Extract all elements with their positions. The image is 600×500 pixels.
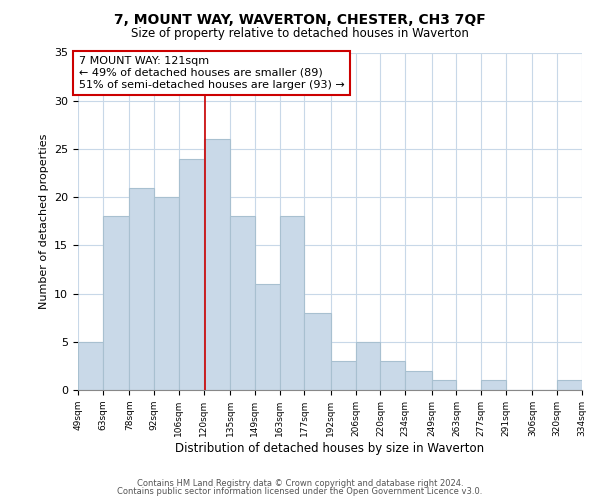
Text: Size of property relative to detached houses in Waverton: Size of property relative to detached ho… xyxy=(131,28,469,40)
Bar xyxy=(380,361,405,390)
Bar xyxy=(154,197,179,390)
Text: 7 MOUNT WAY: 121sqm
← 49% of detached houses are smaller (89)
51% of semi-detach: 7 MOUNT WAY: 121sqm ← 49% of detached ho… xyxy=(79,56,344,90)
Bar xyxy=(280,216,304,390)
Bar xyxy=(179,158,203,390)
Bar xyxy=(304,313,331,390)
Bar xyxy=(230,216,255,390)
Bar xyxy=(203,140,230,390)
Bar xyxy=(405,370,431,390)
Y-axis label: Number of detached properties: Number of detached properties xyxy=(38,134,49,309)
Bar xyxy=(78,342,103,390)
Bar xyxy=(129,188,154,390)
Bar xyxy=(356,342,380,390)
Bar xyxy=(431,380,457,390)
Bar xyxy=(481,380,506,390)
Bar xyxy=(557,380,582,390)
X-axis label: Distribution of detached houses by size in Waverton: Distribution of detached houses by size … xyxy=(175,442,485,454)
Text: Contains public sector information licensed under the Open Government Licence v3: Contains public sector information licen… xyxy=(118,487,482,496)
Bar xyxy=(331,361,356,390)
Text: 7, MOUNT WAY, WAVERTON, CHESTER, CH3 7QF: 7, MOUNT WAY, WAVERTON, CHESTER, CH3 7QF xyxy=(114,12,486,26)
Bar xyxy=(103,216,129,390)
Bar xyxy=(255,284,280,390)
Text: Contains HM Land Registry data © Crown copyright and database right 2024.: Contains HM Land Registry data © Crown c… xyxy=(137,478,463,488)
